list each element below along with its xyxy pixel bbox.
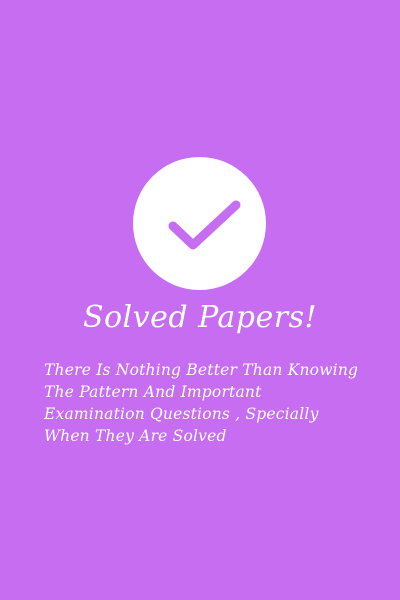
description-line: Examination Questions , Specially — [44, 405, 319, 423]
description-line: The Pattern And Important — [44, 383, 262, 401]
checkmark-icon — [168, 200, 241, 250]
page-title: Solved Papers! — [82, 300, 318, 335]
description-text: There Is Nothing Better Than Knowing The… — [44, 359, 374, 447]
description-line: When They Are Solved — [44, 427, 227, 445]
check-circle — [133, 157, 266, 290]
description-line: There Is Nothing Better Than Knowing — [44, 361, 359, 379]
